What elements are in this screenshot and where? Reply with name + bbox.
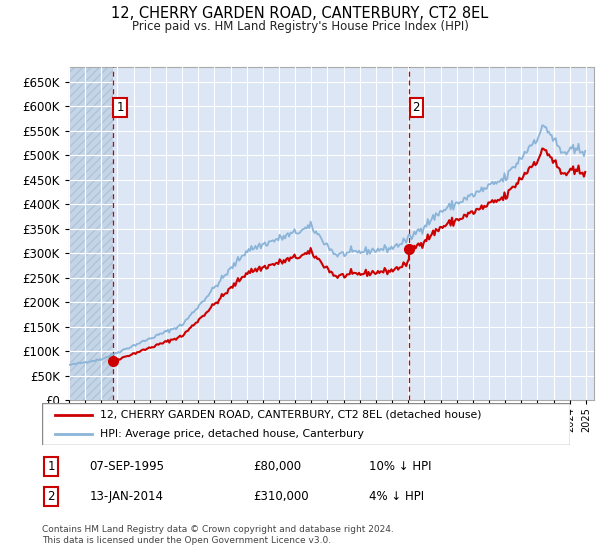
Text: 13-JAN-2014: 13-JAN-2014 <box>89 490 164 503</box>
Text: 2: 2 <box>47 490 55 503</box>
Text: 07-SEP-1995: 07-SEP-1995 <box>89 460 164 473</box>
Text: Contains HM Land Registry data © Crown copyright and database right 2024.
This d: Contains HM Land Registry data © Crown c… <box>42 525 394 545</box>
Bar <box>69 67 113 400</box>
Text: Price paid vs. HM Land Registry's House Price Index (HPI): Price paid vs. HM Land Registry's House … <box>131 20 469 33</box>
Text: 1: 1 <box>116 101 124 114</box>
Text: 12, CHERRY GARDEN ROAD, CANTERBURY, CT2 8EL: 12, CHERRY GARDEN ROAD, CANTERBURY, CT2 … <box>112 6 488 21</box>
Text: £310,000: £310,000 <box>253 490 309 503</box>
Text: 4% ↓ HPI: 4% ↓ HPI <box>370 490 424 503</box>
Text: 12, CHERRY GARDEN ROAD, CANTERBURY, CT2 8EL (detached house): 12, CHERRY GARDEN ROAD, CANTERBURY, CT2 … <box>100 409 482 419</box>
Text: 1: 1 <box>47 460 55 473</box>
FancyBboxPatch shape <box>42 403 570 445</box>
Text: HPI: Average price, detached house, Canterbury: HPI: Average price, detached house, Cant… <box>100 429 364 439</box>
Text: £80,000: £80,000 <box>253 460 301 473</box>
Text: 10% ↓ HPI: 10% ↓ HPI <box>370 460 432 473</box>
Text: 2: 2 <box>412 101 420 114</box>
